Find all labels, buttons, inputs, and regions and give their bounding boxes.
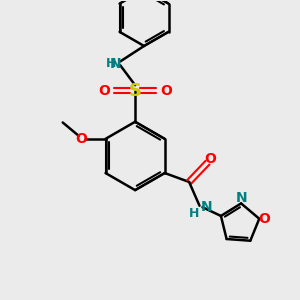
Text: O: O [160, 84, 172, 98]
Text: O: O [205, 152, 216, 166]
Text: N: N [235, 191, 247, 205]
Text: N: N [201, 200, 213, 214]
Text: O: O [75, 132, 87, 146]
Text: O: O [259, 212, 271, 226]
Text: H: H [189, 207, 200, 220]
Text: N: N [110, 57, 122, 71]
Text: S: S [129, 82, 142, 100]
Text: H: H [106, 57, 116, 70]
Text: O: O [99, 84, 110, 98]
